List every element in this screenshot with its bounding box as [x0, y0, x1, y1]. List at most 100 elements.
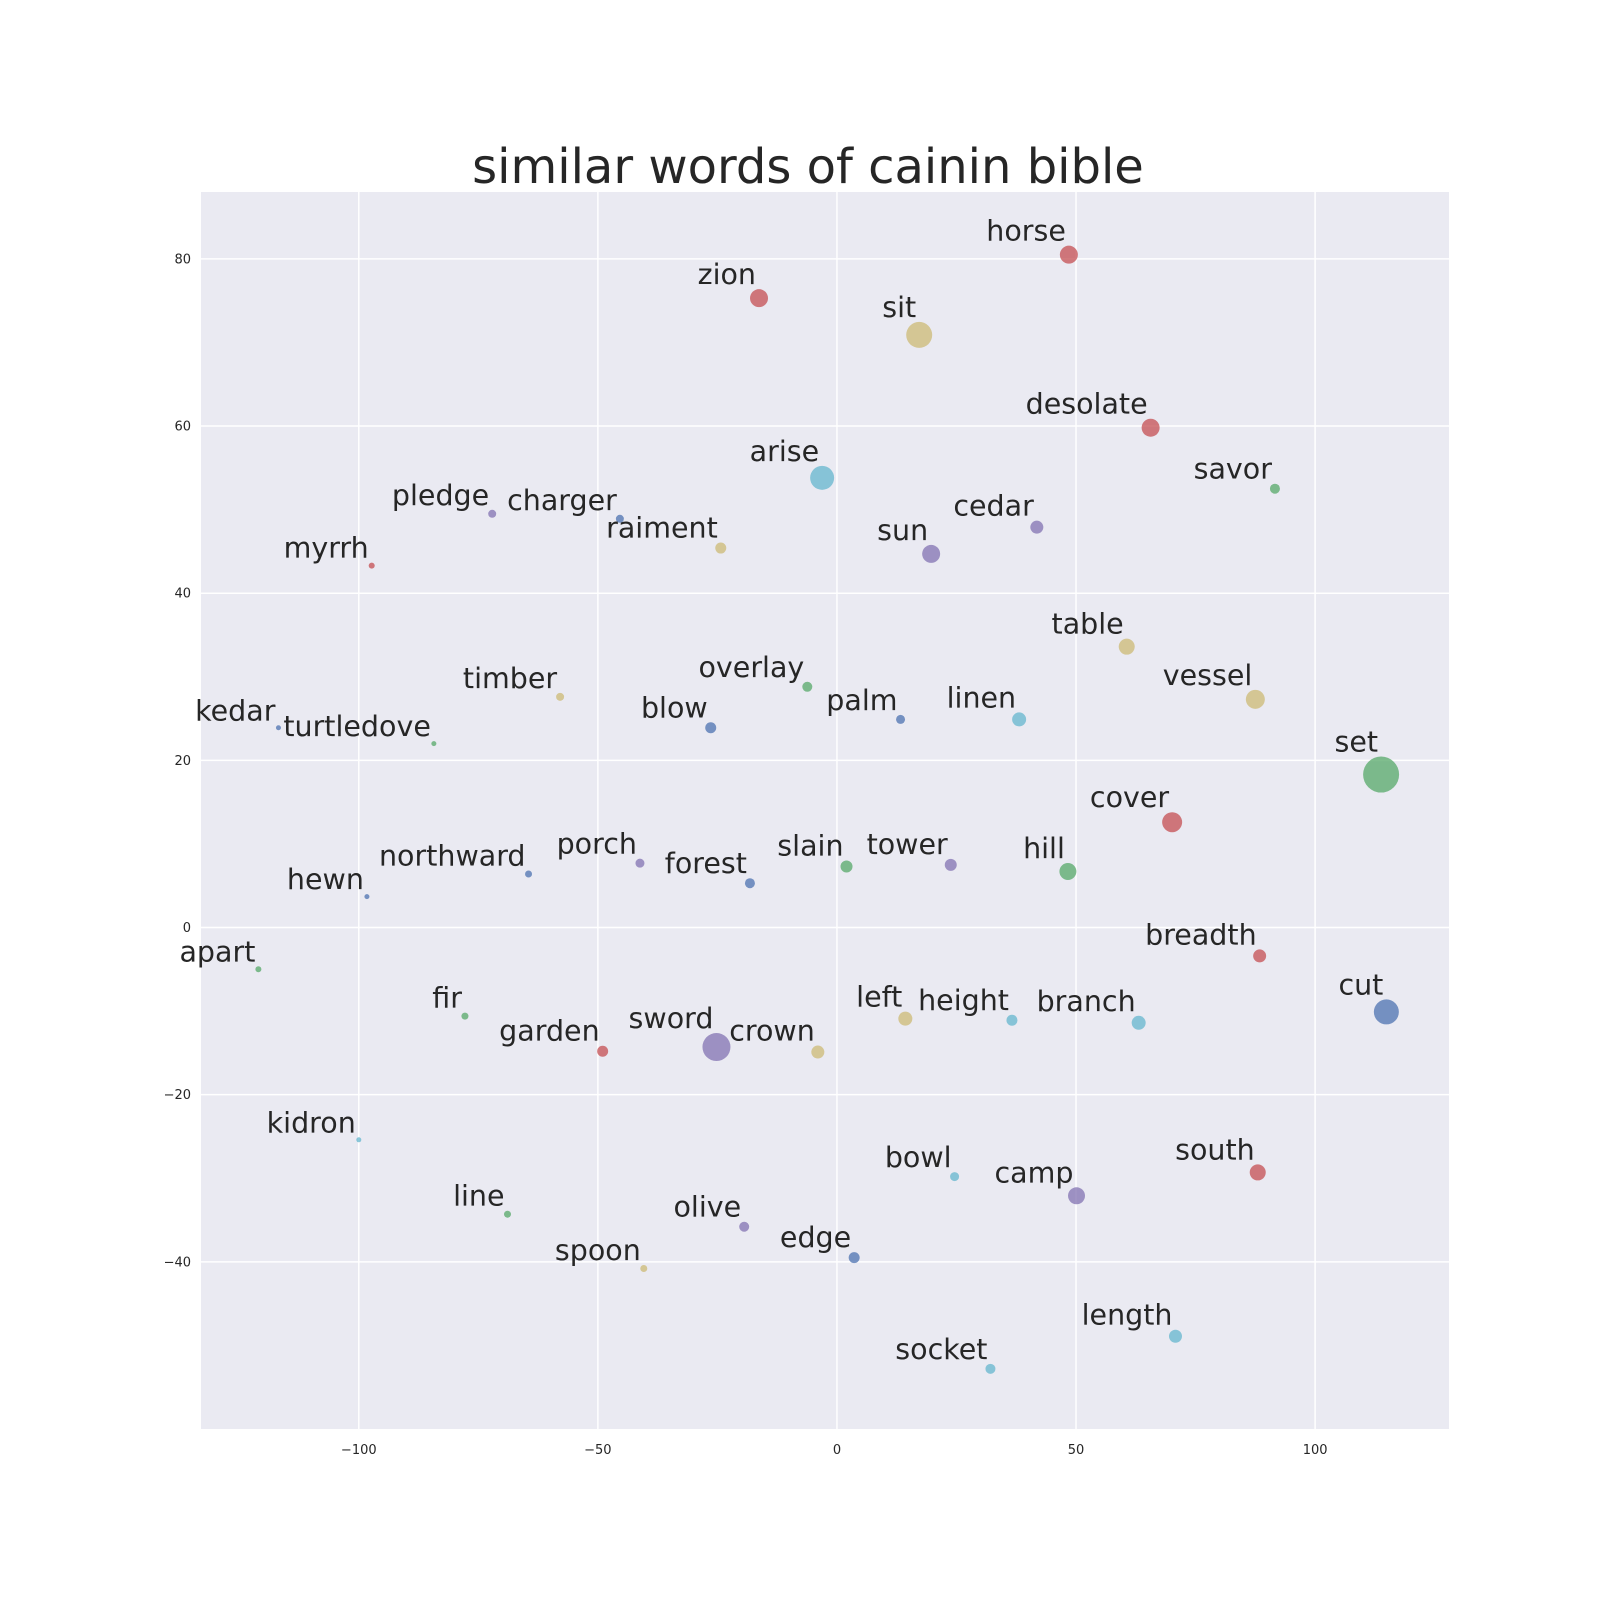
- label-pledge: pledge: [392, 479, 489, 512]
- plot-area: [201, 192, 1449, 1429]
- label-branch: branch: [1037, 985, 1136, 1018]
- point-zion: [750, 289, 769, 308]
- point-vessel: [1245, 689, 1265, 709]
- point-porch: [635, 858, 645, 868]
- point-overlay: [802, 681, 813, 692]
- point-pledge: [488, 509, 497, 518]
- label-hewn: hewn: [287, 863, 364, 896]
- y-tick-label: −20: [164, 1088, 191, 1103]
- label-line: line: [453, 1180, 504, 1213]
- label-horse: horse: [986, 215, 1066, 248]
- label-height: height: [918, 984, 1009, 1017]
- point-raiment: [715, 542, 727, 554]
- point-tower: [944, 858, 957, 871]
- label-turtledove: turtledove: [283, 710, 431, 743]
- point-horse: [1059, 245, 1078, 264]
- point-cedar: [1030, 520, 1044, 534]
- label-vessel: vessel: [1163, 659, 1253, 692]
- point-timber: [556, 692, 565, 701]
- point-spoon: [640, 1265, 648, 1273]
- point-sit: [906, 321, 933, 348]
- point-hewn: [364, 894, 370, 900]
- label-apart: apart: [179, 935, 255, 968]
- word-labels: horse zion sit desolate arise savor pledge char…: [179, 215, 1383, 1366]
- point-forest: [744, 878, 755, 889]
- point-apart: [255, 966, 262, 973]
- label-cedar: cedar: [953, 490, 1034, 523]
- label-fir: fir: [432, 982, 462, 1015]
- point-palm: [896, 714, 906, 724]
- point-garden: [597, 1045, 609, 1057]
- y-tick-label: 0: [183, 921, 191, 936]
- label-kidron: kidron: [267, 1106, 356, 1139]
- point-fir: [461, 1012, 469, 1020]
- x-tick-label: −100: [341, 1443, 377, 1458]
- label-camp: camp: [995, 1156, 1074, 1189]
- label-timber: timber: [463, 662, 557, 695]
- point-branch: [1131, 1015, 1146, 1030]
- point-blow: [705, 722, 717, 734]
- label-south: south: [1175, 1133, 1255, 1166]
- data-points: [255, 245, 1400, 1374]
- point-turtledove: [431, 741, 437, 747]
- label-left: left: [856, 981, 902, 1014]
- point-south: [1249, 1164, 1266, 1181]
- x-tick-label: 50: [1068, 1443, 1085, 1458]
- point-cut: [1373, 999, 1399, 1025]
- point-northward: [525, 870, 533, 878]
- y-tick-label: −40: [164, 1255, 191, 1270]
- y-tick-label: 20: [174, 754, 191, 769]
- label-spoon: spoon: [555, 1234, 641, 1267]
- label-charger: charger: [507, 484, 617, 517]
- y-tick-label: 80: [174, 252, 191, 267]
- label-edge: edge: [780, 1221, 851, 1254]
- label-slain: slain: [777, 829, 843, 862]
- label-sword: sword: [629, 1002, 714, 1035]
- label-bowl: bowl: [885, 1141, 952, 1174]
- label-palm: palm: [826, 684, 897, 717]
- point-sun: [922, 544, 941, 563]
- label-zion: zion: [698, 258, 756, 291]
- point-savor: [1269, 483, 1280, 494]
- point-arise: [810, 465, 835, 490]
- label-sit: sit: [882, 291, 916, 324]
- label-length: length: [1082, 1299, 1173, 1332]
- point-left: [898, 1011, 913, 1026]
- label-breadth: breadth: [1145, 918, 1257, 951]
- point-hill: [1059, 863, 1077, 881]
- label-overlay: overlay: [698, 651, 804, 684]
- point-crown: [811, 1045, 825, 1059]
- point-linen: [1012, 712, 1027, 727]
- label-table: table: [1052, 608, 1124, 641]
- label-kedar: kedar: [195, 694, 276, 727]
- point-desolate: [1141, 418, 1160, 437]
- point-sword: [702, 1033, 731, 1062]
- y-tick-label: 60: [174, 420, 191, 435]
- label-set: set: [1335, 726, 1379, 759]
- point-charger: [615, 514, 624, 523]
- label-cut: cut: [1338, 968, 1383, 1001]
- label-porch: porch: [557, 828, 637, 861]
- point-breadth: [1253, 949, 1267, 963]
- point-set: [1363, 756, 1400, 793]
- point-myrrh: [368, 562, 375, 569]
- point-kedar: [275, 725, 281, 731]
- label-raiment: raiment: [606, 512, 718, 545]
- label-hill: hill: [1023, 832, 1065, 865]
- gridlines: [201, 192, 1449, 1429]
- point-length: [1168, 1329, 1182, 1343]
- point-camp: [1068, 1187, 1086, 1205]
- label-myrrh: myrrh: [284, 532, 369, 565]
- label-savor: savor: [1194, 453, 1273, 486]
- chart-title: similar words of cainin bible: [472, 139, 1144, 195]
- label-tower: tower: [867, 828, 948, 861]
- point-height: [1006, 1014, 1018, 1026]
- label-arise: arise: [750, 435, 819, 468]
- label-forest: forest: [665, 847, 747, 880]
- label-socket: socket: [895, 1333, 987, 1366]
- point-olive: [739, 1221, 750, 1232]
- point-cover: [1162, 812, 1183, 833]
- axis-ticks: −100 −50 0 50 100 80 60 40 20 0 −20 −40: [164, 252, 1328, 1458]
- y-tick-label: 40: [174, 587, 191, 602]
